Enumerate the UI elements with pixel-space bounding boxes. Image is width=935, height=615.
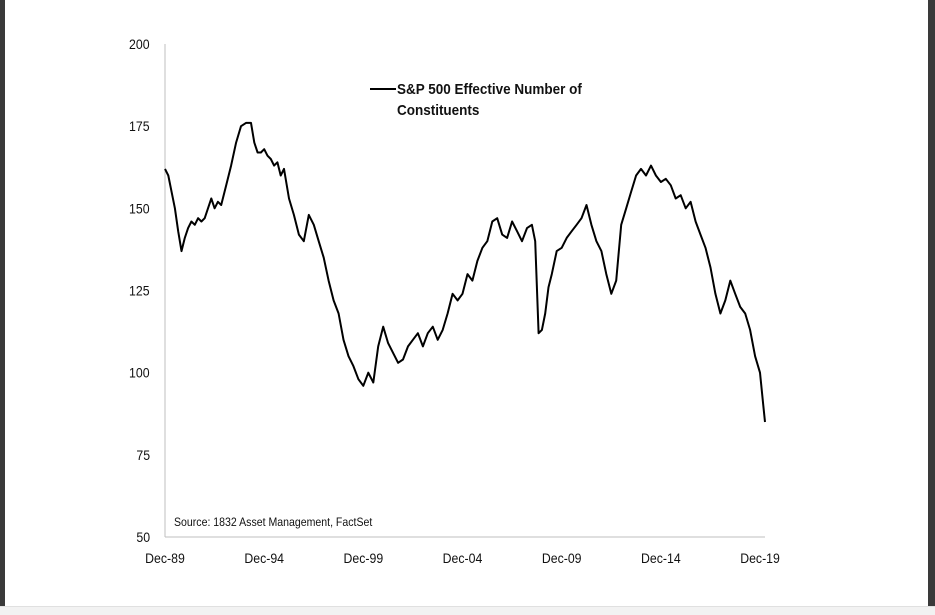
y-tick-label: 200	[129, 36, 150, 52]
x-tick-labels: Dec-89 Dec-94 Dec-99 Dec-04 Dec-09 Dec-14 Dec-…	[145, 550, 780, 566]
x-tick-label: Dec-04	[443, 550, 483, 566]
x-tick-label: Dec-89	[145, 550, 185, 566]
series-group	[164, 121, 766, 423]
window-left-edge	[0, 0, 5, 615]
x-tick-label: Dec-94	[244, 550, 284, 566]
legend: S&P 500 Effective Number of Constituents	[370, 81, 582, 119]
caption-strip	[0, 606, 935, 615]
y-tick-label: 50	[136, 529, 150, 545]
y-tick-labels: 50 75 100 125 150 175 200	[129, 36, 150, 545]
y-tick-label: 175	[129, 118, 150, 134]
y-tick-label: 150	[129, 201, 150, 217]
legend-label-line1: S&P 500 Effective Number of	[397, 81, 582, 98]
series-line	[164, 121, 766, 423]
y-tick-label: 100	[129, 365, 150, 381]
x-tick-label: Dec-99	[344, 550, 384, 566]
y-tick-label: 125	[129, 283, 150, 299]
window-right-edge	[928, 0, 935, 615]
source-note: Source: 1832 Asset Management, FactSet	[174, 516, 373, 529]
y-tick-label: 75	[136, 447, 150, 463]
legend-label-line2: Constituents	[397, 102, 479, 119]
x-tick-label: Dec-09	[542, 550, 582, 566]
x-tick-label: Dec-14	[641, 550, 681, 566]
x-tick-label: Dec-19	[740, 550, 780, 566]
